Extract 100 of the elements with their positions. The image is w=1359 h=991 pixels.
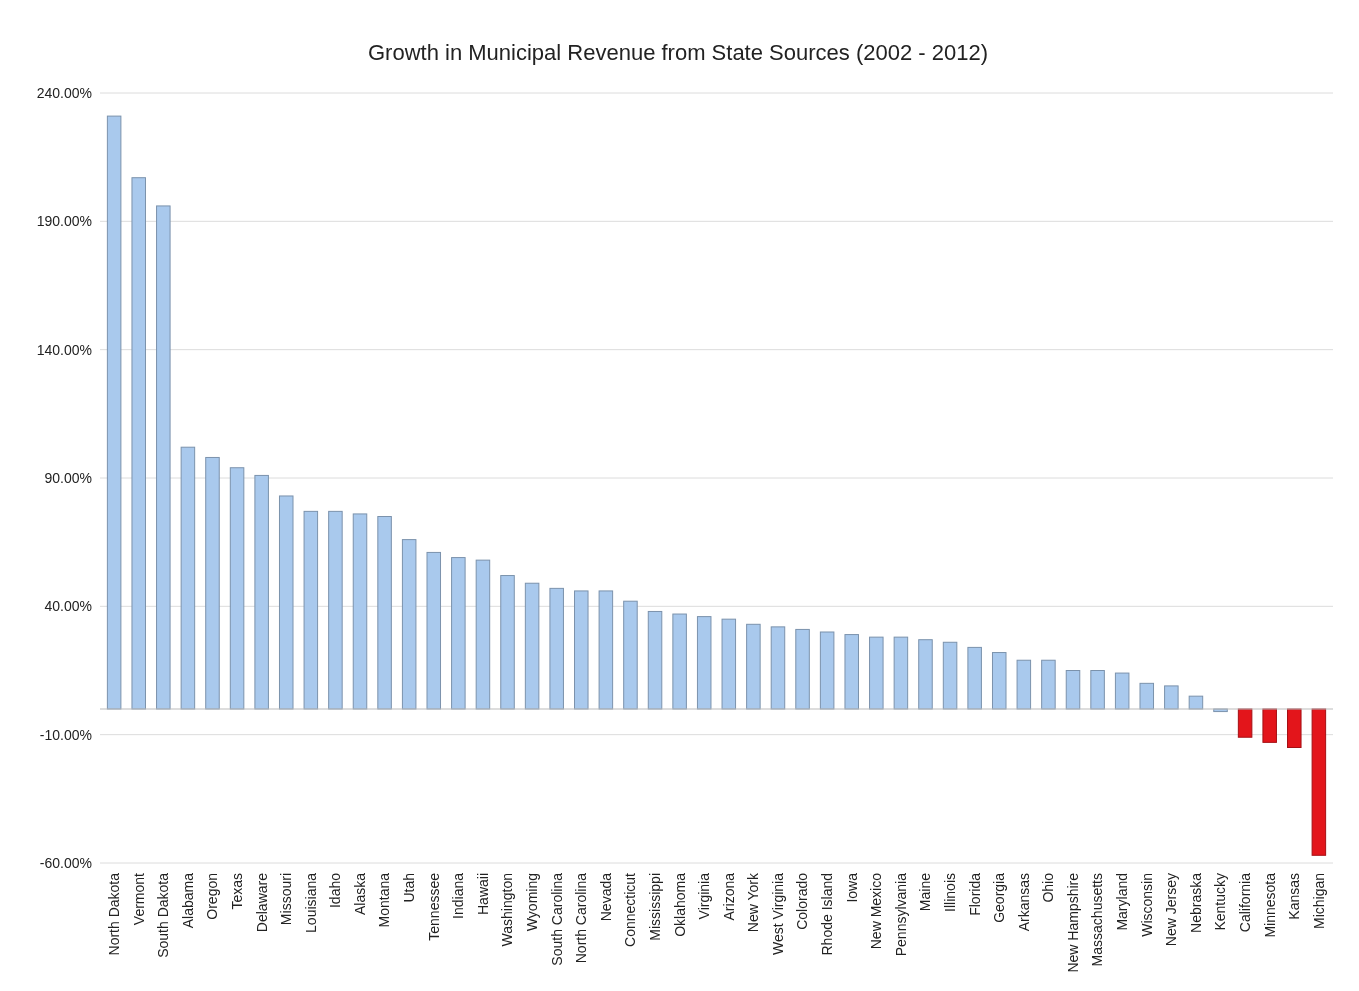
x-tick-label: Indiana — [450, 872, 467, 919]
bar — [746, 623, 761, 710]
x-tick-label: North Dakota — [106, 872, 123, 956]
x-tick-label: Texas — [228, 873, 245, 910]
x-tick-label: Arkansas — [1015, 873, 1032, 932]
bar — [278, 495, 294, 710]
x-tick-label: Ohio — [1040, 872, 1057, 903]
x-tick-label: Rhode Island — [819, 873, 836, 956]
x-tick-label: Tennessee — [425, 872, 442, 941]
bar — [1262, 708, 1277, 743]
bar — [844, 634, 859, 710]
bar — [623, 600, 638, 710]
x-tick-label: Florida — [966, 872, 983, 916]
bar — [377, 516, 392, 710]
bar — [131, 177, 146, 710]
x-tick-label: Minnesota — [1261, 872, 1278, 938]
x-tick-label: Michigan — [1310, 873, 1327, 930]
x-tick-label: Oregon — [204, 873, 221, 920]
bar — [1237, 708, 1253, 738]
x-tick-label: Nevada — [597, 872, 614, 922]
x-tick-label: Alabama — [179, 872, 196, 929]
bar — [180, 446, 196, 710]
y-tick-label: -10.00% — [39, 726, 92, 743]
bar — [1114, 672, 1130, 710]
bar — [598, 590, 614, 710]
x-tick-label: Louisiana — [302, 872, 319, 933]
bar — [303, 510, 319, 710]
y-tick-label: 240.00% — [36, 84, 92, 101]
bar — [1065, 670, 1081, 710]
bar — [352, 513, 368, 710]
x-tick-label: Georgia — [991, 872, 1008, 923]
bar — [1016, 659, 1032, 710]
x-tick-label: Maine — [917, 872, 934, 912]
x-tick-label: Connecticut — [622, 872, 639, 947]
x-tick-label: Wisconsin — [1138, 873, 1155, 937]
bar — [156, 205, 171, 710]
x-tick-label: Utah — [401, 873, 418, 903]
x-tick-label: Mississippi — [646, 873, 663, 941]
bar — [696, 616, 712, 710]
x-tick-label: Virginia — [696, 872, 713, 920]
bar — [205, 456, 220, 710]
x-tick-label: New York — [745, 872, 762, 933]
bar — [475, 559, 491, 710]
y-tick-label: 140.00% — [36, 341, 92, 358]
x-tick-label: Oklahoma — [671, 872, 688, 937]
bar — [426, 551, 442, 710]
x-tick-label: Missouri — [278, 873, 295, 926]
bar — [401, 539, 417, 710]
x-tick-label: Montana — [376, 872, 393, 928]
y-tick-label: -60.00% — [39, 854, 92, 871]
x-tick-label: Kentucky — [1212, 873, 1229, 931]
x-tick-label: Colorado — [794, 872, 811, 930]
bar — [1090, 670, 1105, 710]
x-tick-label: Massachusetts — [1089, 873, 1106, 967]
bar — [647, 610, 663, 710]
x-tick-label: New Jersey — [1163, 873, 1180, 947]
x-tick-label: Alaska — [351, 872, 368, 916]
x-tick-label: North Carolina — [573, 872, 590, 964]
x-tick-label: California — [1237, 872, 1253, 933]
bar — [451, 557, 466, 710]
x-tick-label: Washington — [499, 873, 516, 947]
x-tick-label: Iowa — [843, 872, 860, 903]
bar — [106, 115, 122, 710]
bar — [967, 646, 982, 710]
bar — [1311, 708, 1327, 856]
bar — [869, 636, 884, 710]
bar — [574, 590, 589, 710]
x-tick-label: New Mexico — [868, 872, 885, 950]
bar — [549, 587, 564, 710]
bar — [524, 582, 540, 710]
x-tick-label: Kansas — [1286, 873, 1303, 920]
x-tick-label: Maryland — [1114, 873, 1131, 931]
x-tick-label: South Carolina — [548, 872, 565, 966]
x-tick-label: South Dakota — [155, 872, 172, 958]
bar — [1139, 682, 1155, 710]
bar — [328, 510, 343, 710]
bar — [254, 474, 269, 710]
x-tick-label: Pennsylvania — [892, 872, 909, 957]
x-tick-label: New Hampshire — [1064, 872, 1081, 973]
y-tick-label: 190.00% — [36, 213, 92, 230]
bar — [942, 641, 958, 710]
x-tick-label: Delaware — [253, 872, 270, 933]
bar — [1164, 685, 1179, 710]
x-tick-label: Nebraska — [1187, 872, 1204, 933]
bar — [795, 628, 810, 710]
bar — [819, 631, 835, 710]
y-tick-label: 90.00% — [44, 469, 92, 486]
x-tick-label: Illinois — [941, 873, 958, 912]
x-tick-label: Vermont — [130, 872, 147, 926]
y-tick-label: 40.00% — [44, 598, 92, 615]
x-tick-label: Wyoming — [524, 873, 540, 932]
bar — [991, 652, 1007, 710]
x-tick-label: West Virginia — [769, 872, 786, 955]
bar — [1041, 659, 1056, 710]
bar — [500, 575, 515, 710]
x-tick-label: Arizona — [720, 872, 737, 921]
bar — [229, 467, 245, 710]
bar — [918, 639, 933, 710]
bar — [672, 613, 687, 710]
chart-title: Growth in Municipal Revenue from State Sources (2002 - 2012) — [368, 40, 988, 65]
